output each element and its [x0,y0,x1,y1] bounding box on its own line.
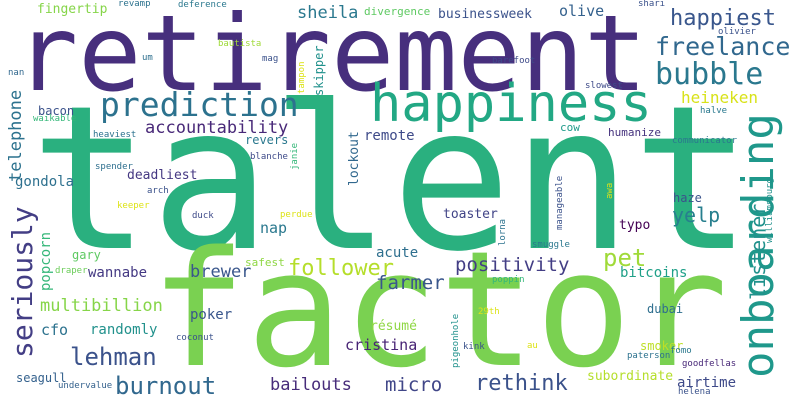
word-randomly: randomly [90,322,158,338]
word-yelp: yelp [672,203,721,227]
word-olive: olive [559,2,605,20]
word-bitcoins: bitcoins [620,265,688,281]
word-dubai: dubai [647,302,684,316]
word-bubble: bubble [655,57,764,92]
word-slowest: slowest [585,81,623,91]
word-smoker: smoker [640,339,684,353]
word-draper: draper [55,266,88,276]
word-sheila: sheila [297,3,359,23]
word-um: um [142,53,153,63]
word-airtime: airtime [677,375,737,391]
word-toaster: toaster [443,207,498,222]
word-halve: halve [700,106,728,116]
word-paterson: paterson [627,351,671,361]
word-happiness: happiness [370,74,652,134]
word-deference: deference [178,0,227,10]
word-micro: micro [385,374,443,396]
word-gondola: gondola [15,174,75,190]
word-coconut: coconut [176,333,214,343]
word-manageable: manageable [555,175,565,230]
word-brewer: brewer [190,262,252,282]
word-nan: nan [8,68,25,78]
word-happiest: happiest [670,6,776,31]
word-perdue: perdue [280,210,313,220]
word-safest: safest [245,256,285,269]
word-farmer: farmer [376,272,445,294]
word-cristina: cristina [345,336,418,354]
word-follower: follower [288,256,394,281]
word-wannabe: wannabe [88,265,148,281]
word-smuggle: smuggle [532,240,570,250]
word-williamsburg: williamsburg [765,177,775,243]
word-bautista: bautista [218,39,262,49]
word-cfo: cfo [41,321,69,339]
word-retirement: retirement [15,0,648,115]
word-helena: helena [678,387,711,397]
word-humanize: humanize [608,126,661,139]
word-factor: factor [150,216,728,400]
word-goodfellas: goodfellas [682,359,737,369]
word-blanche: blanche [250,152,288,162]
word-seriously: seriously [6,206,39,358]
word-resume: résumé [370,319,417,334]
word-skipper: skipper [312,45,326,96]
word-multibillion: multibillion [40,296,163,316]
word-talent: talent [30,63,753,296]
word-keeper: keeper [117,201,150,211]
word-au: au [527,341,538,351]
word-pigeonhole: pigeonhole [451,313,461,368]
word-shari: shari [638,0,666,9]
word-poker: poker [190,307,233,323]
word-heineken: heineken [681,88,759,107]
word-prediction: prediction [100,85,299,124]
word-lorna: lorna [498,218,508,246]
word-revamp: revamp [118,0,151,9]
word-duck: duck [192,211,214,221]
word-pet: pet [603,244,647,272]
word-burnout: burnout [115,372,217,400]
word-acute: acute [376,245,419,261]
word-lockout: lockout [347,131,362,186]
word-bacon: bacon [38,104,75,118]
word-popcorn: popcorn [38,231,54,291]
word-awa: awa [605,182,615,199]
word-rethink: rethink [475,371,568,396]
word-undervalue: undervalue [58,381,113,391]
word-kink: kink [463,342,485,352]
word-fingertip: fingertip [37,2,108,17]
word-accountability: accountability [145,118,289,138]
word-nap: nap [260,219,288,237]
word-revers: revers [245,133,289,147]
word-seagull: seagull [16,371,67,385]
word-haze: haze [673,191,702,205]
word-telephone: telephone [6,89,26,182]
word-typo: typo [619,218,651,233]
word-gary: gary [72,248,101,262]
word-fomo: fomo [670,346,692,356]
word-poppin: poppin [492,275,525,285]
word-communicator: communicator [672,136,738,146]
word-divergence: divergence [364,5,431,18]
word-positivity: positivity [455,254,570,276]
word-29th: 29th [478,307,500,317]
word-bailouts: bailouts [270,375,352,395]
word-tampon: tampon [297,61,307,94]
word-deadliest: deadliest [127,168,198,183]
word-mag: mag [262,54,279,64]
word-cow: cow [560,121,580,134]
word-freelance: freelance [655,32,791,61]
word-barefoot: barefoot [492,56,536,66]
word-spender: spender [95,162,133,172]
word-janie: janie [290,142,300,170]
word-arch: arch [147,186,169,196]
word-lehman: lehman [70,343,157,371]
word-businessweek: businessweek [438,7,532,22]
word-heaviest: heaviest [93,130,137,140]
word-remote: remote [364,128,415,144]
word-subordinate: subordinate [587,369,674,384]
word-waikable: waikable [33,114,77,124]
word-olivier: olivier [718,27,756,37]
